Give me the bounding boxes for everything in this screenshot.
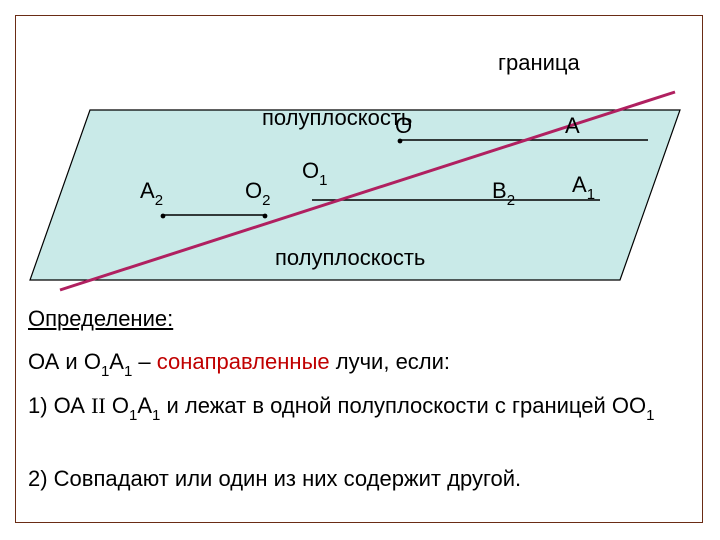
label-O: О [395,113,412,139]
l2-mid: О [106,393,129,418]
label-B2-main: В [492,178,507,203]
label-A2-sub: 2 [155,192,163,209]
l1-mid: А [109,349,124,374]
label-granitsa: граница [498,50,580,76]
l2-mid2: А [137,393,152,418]
label-O2-main: О [245,178,262,203]
label-B2-sub: 2 [507,192,515,209]
l2-post: и лежат в одной полуплоскости с границей… [160,393,646,418]
definition-heading: Определение: [28,305,173,334]
definition-heading-text: Определение: [28,306,173,331]
l2-pre: 1) ОА [28,393,91,418]
l1-post: лучи, если: [330,349,450,374]
label-O2: О2 [245,178,270,207]
l1-pre: ОА и О [28,349,101,374]
label-O1: О1 [302,158,327,187]
label-O2-sub: 2 [262,192,270,209]
point-O [398,139,403,144]
l1-dash: – [132,349,156,374]
label-A1: А1 [572,172,595,201]
definition-line-2: 1) ОА II О1А1 и лежат в одной полуплоско… [28,392,688,424]
l1-s1: 1 [101,363,109,380]
label-A2: А2 [140,178,163,207]
label-O1-sub: 1 [319,172,327,189]
label-A1-sub: 1 [587,186,595,203]
l2-s1: 1 [129,407,137,424]
l2-s3: 1 [646,407,654,424]
l1-red: сонаправленные [157,349,330,374]
label-A: А [565,113,580,139]
label-halfplane-bottom: полуплоскость [275,245,425,271]
l2-par: II [91,393,106,418]
label-O1-main: О [302,158,319,183]
point-A2 [161,214,166,219]
label-B2: В2 [492,178,515,207]
definition-line-1: ОА и О1А1 – сонаправленные лучи, если: [28,348,450,380]
l1-s2: 1 [124,363,132,380]
definition-line-3: 2) Совпадают или один из них содержит др… [28,465,521,494]
label-A1-main: А [572,172,587,197]
label-halfplane-top: полуплоскость [262,105,412,131]
label-A2-main: А [140,178,155,203]
point-O2 [263,214,268,219]
l2-s2: 1 [152,407,160,424]
